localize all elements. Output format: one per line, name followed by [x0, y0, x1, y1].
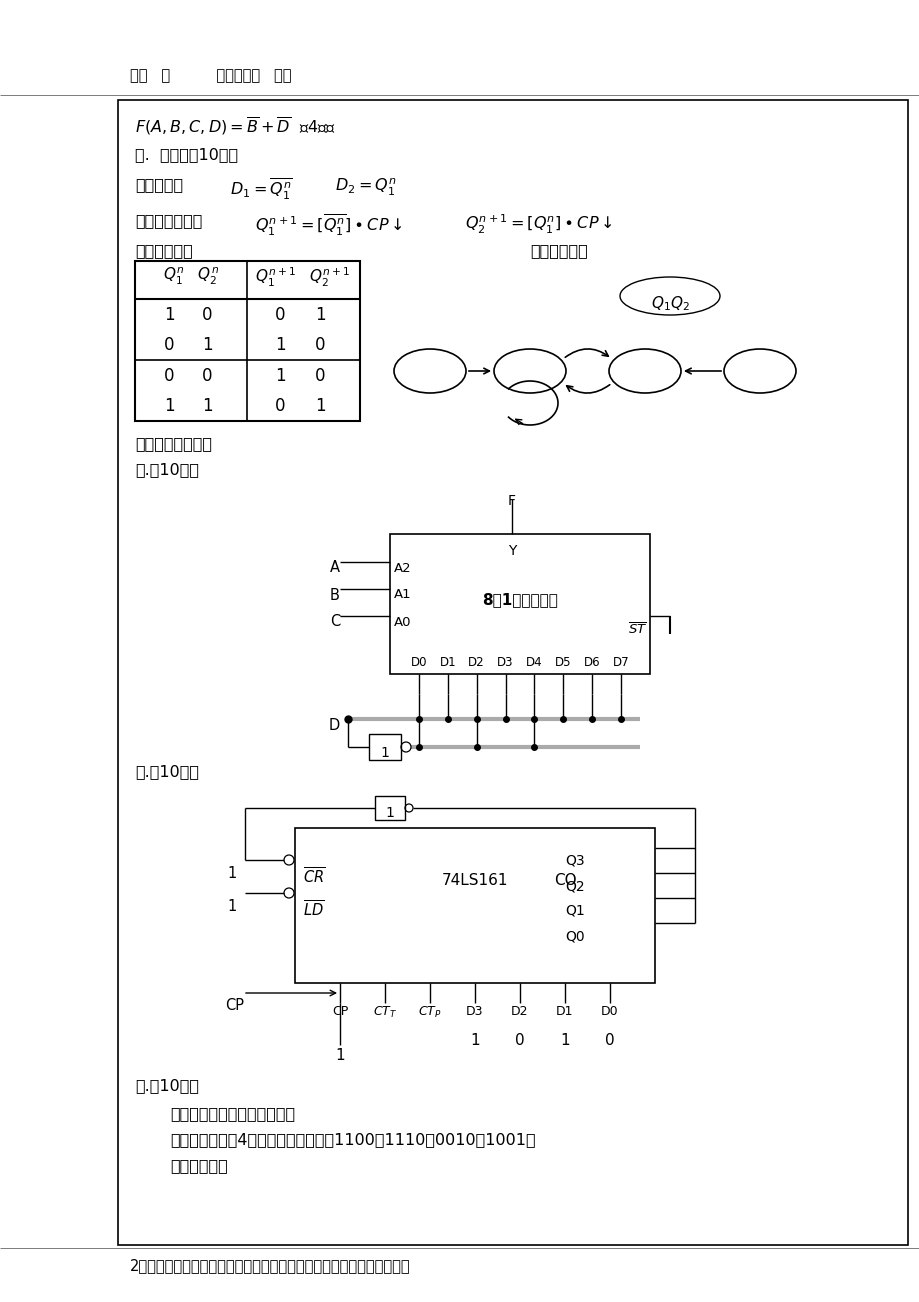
Text: 0: 0	[164, 367, 174, 385]
Text: 状态转移表和状态转移图略。: 状态转移表和状态转移图略。	[170, 1105, 295, 1121]
Ellipse shape	[723, 349, 795, 393]
Text: 0: 0	[275, 397, 285, 415]
Text: $\overline{LD}$: $\overline{LD}$	[302, 898, 324, 919]
Text: 电路可以自启动。: 电路可以自启动。	[135, 436, 211, 450]
Text: C: C	[330, 615, 340, 629]
Text: 七.（10分）: 七.（10分）	[135, 1078, 199, 1092]
Text: 8选1数据选择器: 8选1数据选择器	[482, 592, 557, 607]
Text: 0: 0	[314, 367, 325, 385]
Text: 1: 1	[560, 1032, 569, 1048]
Text: 0: 0	[314, 336, 325, 354]
Text: A0: A0	[393, 616, 411, 629]
Text: 0: 0	[515, 1032, 524, 1048]
Bar	[390, 534, 650, 674]
Text: 1 1: 1 1	[417, 371, 442, 387]
Text: Q0: Q0	[564, 930, 584, 943]
Text: 1 0: 1 0	[632, 371, 656, 387]
Text: $D_2=Q_1^n$: $D_2=Q_1^n$	[335, 177, 396, 198]
Text: A: A	[330, 560, 340, 575]
Text: D: D	[328, 717, 340, 733]
Bar	[369, 734, 401, 760]
Text: 四.  分析题（10分）: 四. 分析题（10分）	[135, 147, 238, 161]
Text: 0 0: 0 0	[747, 371, 771, 387]
Text: D1: D1	[439, 656, 456, 669]
Text: 该电路为模值为4的计数器，状态为：1100、1110、0010、1001。: 该电路为模值为4的计数器，状态为：1100、1110、0010、1001。	[170, 1131, 535, 1147]
Text: D0: D0	[410, 656, 426, 669]
Text: 1: 1	[314, 306, 325, 324]
Text: 六.（10分）: 六.（10分）	[135, 764, 199, 779]
Ellipse shape	[393, 349, 466, 393]
Ellipse shape	[494, 349, 565, 393]
Text: 0: 0	[275, 306, 285, 324]
Text: D7: D7	[612, 656, 629, 669]
Text: 总印   份          （附答题纸   页）: 总印 份 （附答题纸 页）	[130, 68, 291, 83]
Text: 状态转移方程：: 状态转移方程：	[135, 214, 202, 228]
Text: $Q_1^{n+1}$   $Q_2^{n+1}$: $Q_1^{n+1}$ $Q_2^{n+1}$	[255, 266, 350, 289]
Text: 1: 1	[314, 397, 325, 415]
Text: 1: 1	[164, 306, 174, 324]
Text: 1: 1	[228, 866, 237, 881]
Text: $Q_1^{n+1}=[\overline{Q_1^n}]\bullet CP\downarrow$: $Q_1^{n+1}=[\overline{Q_1^n}]\bullet CP\…	[255, 214, 403, 238]
Text: 1: 1	[470, 1032, 480, 1048]
Text: Q3: Q3	[564, 854, 584, 868]
Text: 0: 0	[164, 336, 174, 354]
Text: Q1: Q1	[564, 904, 584, 918]
Text: 0: 0	[201, 367, 212, 385]
Bar	[375, 796, 404, 820]
Bar	[118, 100, 907, 1245]
Text: Q2: Q2	[564, 879, 584, 893]
Text: 1: 1	[335, 1048, 345, 1062]
Text: 1: 1	[228, 898, 237, 914]
Text: $Q_2^{n+1}=[Q_1^n]\bullet CP\downarrow$: $Q_2^{n+1}=[Q_1^n]\bullet CP\downarrow$	[464, 214, 612, 236]
Text: $Q_1Q_2$: $Q_1Q_2$	[650, 294, 688, 314]
Text: 1: 1	[201, 397, 212, 415]
Text: 可以自启动。: 可以自启动。	[170, 1157, 228, 1173]
Text: D2: D2	[511, 1005, 528, 1018]
Text: 0: 0	[201, 306, 212, 324]
Text: D1: D1	[556, 1005, 573, 1018]
Text: $F(A,B,C,D)=\overline{B}+\overline{D}$  （4分）: $F(A,B,C,D)=\overline{B}+\overline{D}$ （…	[135, 115, 335, 137]
Bar	[295, 828, 654, 983]
Text: 0 1: 0 1	[517, 371, 541, 387]
Text: 1: 1	[380, 746, 389, 760]
Text: $\overline{ST}$: $\overline{ST}$	[627, 622, 646, 638]
Text: 1: 1	[201, 336, 212, 354]
Text: A1: A1	[393, 589, 411, 602]
Text: $\overline{CR}$: $\overline{CR}$	[302, 866, 325, 887]
Ellipse shape	[608, 349, 680, 393]
Text: D2: D2	[468, 656, 484, 669]
Text: 状态转移图：: 状态转移图：	[529, 243, 587, 258]
Text: 0: 0	[605, 1032, 614, 1048]
Text: CP: CP	[225, 999, 244, 1013]
Text: 74LS161: 74LS161	[441, 874, 507, 888]
Text: D4: D4	[526, 656, 542, 669]
Text: $CT_P$: $CT_P$	[418, 1005, 441, 1019]
Text: D6: D6	[584, 656, 600, 669]
Text: 1: 1	[275, 336, 285, 354]
Text: D5: D5	[554, 656, 571, 669]
Text: D3: D3	[497, 656, 513, 669]
Text: 五.（10分）: 五.（10分）	[135, 462, 199, 477]
Text: A2: A2	[393, 561, 411, 574]
Text: CP: CP	[332, 1005, 347, 1018]
Bar	[135, 260, 359, 421]
Text: F: F	[507, 493, 516, 508]
Text: $CT_T$: $CT_T$	[372, 1005, 397, 1019]
Text: D0: D0	[600, 1005, 618, 1018]
Text: Y: Y	[507, 544, 516, 559]
Text: $D_1=\overline{Q_1^n}$: $D_1=\overline{Q_1^n}$	[230, 177, 292, 202]
Text: 2．装订试卷，考生答卷时不得拆开或在框外留写标记，否则按零分计。: 2．装订试卷，考生答卷时不得拆开或在框外留写标记，否则按零分计。	[130, 1258, 410, 1273]
Text: 1: 1	[275, 367, 285, 385]
Text: 1: 1	[164, 397, 174, 415]
Text: $Q_1^n$   $Q_2^n$: $Q_1^n$ $Q_2^n$	[163, 266, 219, 288]
Text: CO: CO	[553, 874, 575, 888]
Text: B: B	[330, 587, 339, 603]
Text: 状态转移表：: 状态转移表：	[135, 243, 193, 258]
Text: 驱动方程：: 驱动方程：	[135, 177, 183, 191]
Text: D3: D3	[466, 1005, 483, 1018]
Text: 1: 1	[385, 806, 394, 820]
